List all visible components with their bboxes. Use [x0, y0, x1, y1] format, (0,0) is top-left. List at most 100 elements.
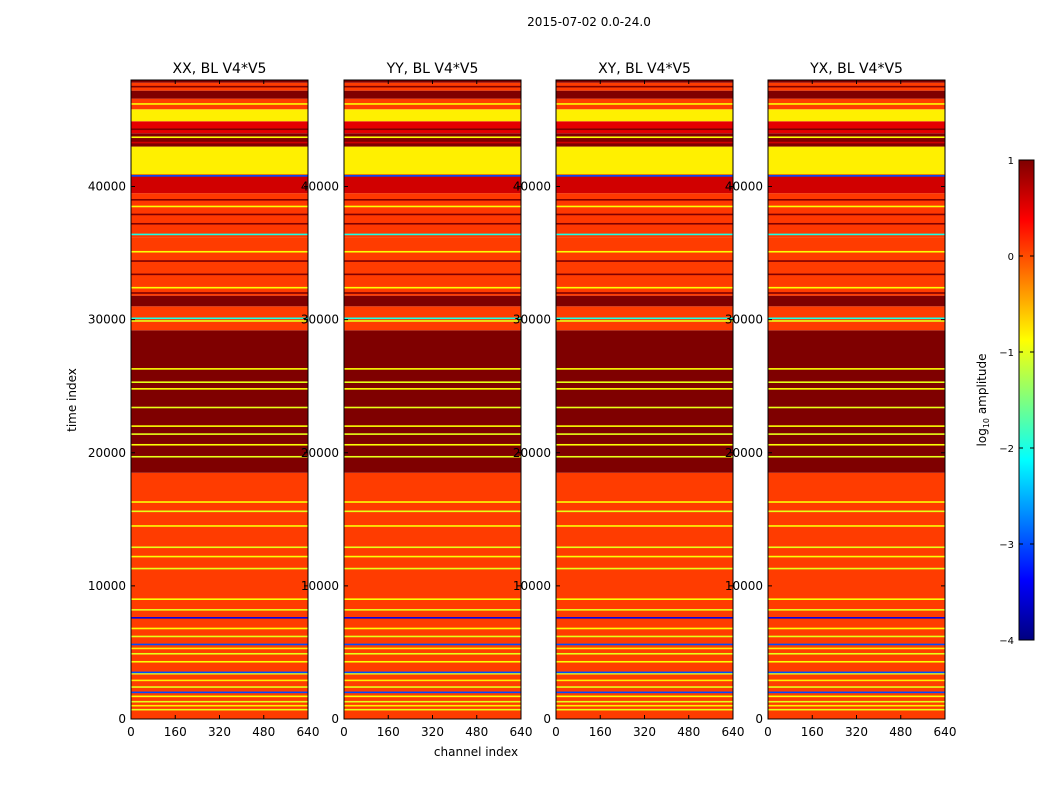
heatmap-band — [768, 109, 945, 122]
heatmap-stripe — [131, 700, 308, 703]
heatmap-stripe — [768, 704, 945, 707]
heatmap-band — [768, 133, 945, 147]
heatmap-stripe — [131, 647, 308, 650]
heatmap-stripe — [344, 425, 521, 427]
heatmap-stripe — [556, 643, 733, 646]
heatmap-stripe — [556, 103, 733, 105]
heatmap-stripe — [344, 103, 521, 105]
y-tick-label: 10000 — [301, 579, 339, 593]
heatmap-stripe — [556, 443, 733, 446]
heatmap-band — [768, 237, 945, 296]
heatmap-stripe — [131, 260, 308, 262]
y-tick-label: 0 — [543, 712, 551, 726]
y-tick-label: 30000 — [513, 313, 551, 327]
heatmap-stripe — [131, 425, 308, 427]
y-tick-label: 30000 — [725, 313, 763, 327]
heatmap-stripe — [131, 708, 308, 711]
heatmap-stripe — [768, 617, 945, 619]
heatmap-stripe — [131, 598, 308, 600]
y-tick-label: 20000 — [88, 446, 126, 460]
y-tick-label: 0 — [331, 712, 339, 726]
y-tick-label: 40000 — [513, 180, 551, 194]
x-tick-label: 480 — [677, 725, 700, 739]
heatmap-stripe — [768, 141, 945, 144]
heatmap-stripe — [768, 455, 945, 458]
heatmap-stripe — [556, 671, 733, 674]
colorbar-label-subscript: 10 — [982, 418, 991, 428]
heatmap-stripe — [768, 368, 945, 370]
heatmap-band — [768, 121, 945, 134]
heatmap-stripe — [768, 679, 945, 682]
heatmap-stripe — [344, 643, 521, 646]
x-tick-label: 480 — [465, 725, 488, 739]
heatmap-stripe — [344, 260, 521, 262]
heatmap-stripe — [131, 443, 308, 446]
heatmap-stripe — [768, 695, 945, 698]
heatmap-band — [344, 472, 521, 719]
heatmap-stripe — [131, 567, 308, 570]
heatmap-band — [768, 330, 945, 473]
heatmap-stripe — [131, 85, 308, 88]
heatmap-stripe — [131, 406, 308, 409]
heatmap-stripe — [768, 320, 945, 322]
x-tick-label: 160 — [164, 725, 187, 739]
heatmap-stripe — [344, 368, 521, 370]
heatmap-stripe — [768, 317, 945, 320]
heatmap-stripe — [556, 598, 733, 600]
heatmap-stripe — [556, 679, 733, 682]
heatmap-stripe — [131, 136, 308, 139]
heatmap-stripe — [768, 233, 945, 236]
y-tick-label: 10000 — [725, 579, 763, 593]
heatmap-band — [344, 109, 521, 122]
heatmap-stripe — [131, 317, 308, 320]
heatmap-band — [131, 174, 308, 194]
colorbar-tick-label: 1 — [1008, 156, 1014, 167]
heatmap-stripe — [131, 546, 308, 549]
heatmap-stripe — [768, 686, 945, 688]
heatmap-band — [768, 90, 945, 99]
heatmap-stripe — [131, 672, 308, 675]
heatmap-stripe — [131, 233, 308, 236]
heatmap-band — [131, 133, 308, 147]
heatmap-stripe — [556, 704, 733, 707]
heatmap-stripe — [344, 273, 521, 276]
panel-1: XX, BL V4*V5 0 160 320 480 640 0 10000 20000 3000… — [88, 61, 320, 739]
heatmap-stripe — [556, 672, 733, 675]
heatmap-stripe — [131, 510, 308, 513]
heatmap-stripe — [768, 660, 945, 663]
heatmap-stripe — [556, 609, 733, 611]
heatmap-stripe — [131, 501, 308, 503]
heatmap-stripe — [556, 406, 733, 409]
heatmap-stripe — [131, 199, 308, 201]
y-tick-label: 30000 — [301, 313, 339, 327]
heatmap-band — [556, 472, 733, 719]
heatmap-band — [344, 237, 521, 296]
heatmap-stripe — [556, 627, 733, 630]
heatmap-stripe — [131, 652, 308, 655]
panel-title: YX, BL V4*V5 — [809, 61, 903, 77]
heatmap-stripe — [556, 388, 733, 390]
heatmap-stripe — [344, 704, 521, 707]
x-tick-label: 320 — [421, 725, 444, 739]
heatmap-stripe — [344, 647, 521, 650]
heatmap-stripe — [344, 213, 521, 216]
heatmap-stripe — [556, 273, 733, 276]
heatmap-stripe — [768, 260, 945, 262]
heatmap-band — [131, 237, 308, 296]
heatmap-stripe — [556, 708, 733, 711]
heatmap-stripe — [344, 672, 521, 675]
heatmap-stripe — [344, 381, 521, 383]
x-tick-label: 160 — [589, 725, 612, 739]
heatmap-stripe — [344, 510, 521, 513]
colorbar-gradient — [1018, 159, 1035, 641]
heatmap-stripe — [131, 213, 308, 216]
heatmap-stripe — [131, 555, 308, 558]
heatmap-stripe — [768, 199, 945, 201]
heatmap-stripe — [344, 286, 521, 289]
panels-group: XX, BL V4*V5 0 160 320 480 640 0 10000 20000 3000… — [88, 61, 957, 739]
heatmap-stripe — [131, 635, 308, 638]
heatmap-stripe — [556, 686, 733, 688]
heatmap-stripe — [344, 501, 521, 503]
heatmap-stripe — [344, 141, 521, 144]
heatmap-stripe — [344, 406, 521, 409]
